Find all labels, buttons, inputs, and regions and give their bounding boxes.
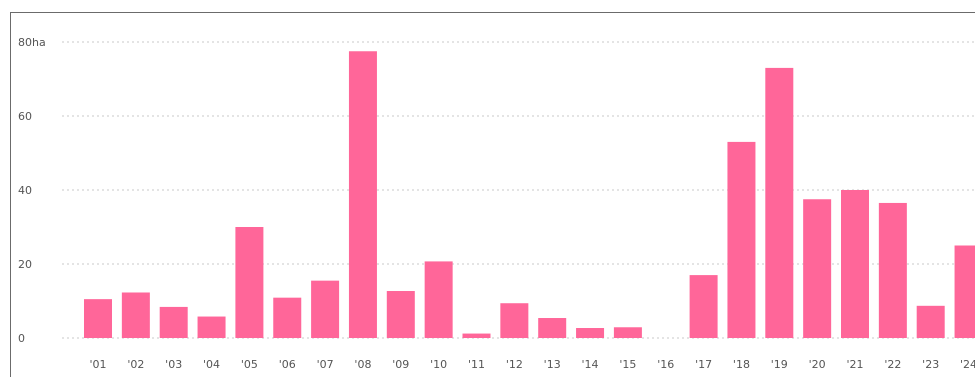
bar	[121, 292, 150, 338]
x-tick-label: '01	[89, 358, 106, 371]
bar	[878, 202, 907, 338]
bar	[500, 303, 529, 338]
bar	[576, 328, 605, 338]
bar	[273, 297, 302, 338]
bar	[916, 305, 945, 338]
x-tick-label: '02	[127, 358, 144, 371]
y-tick-label: 0	[18, 332, 25, 345]
bar	[348, 51, 377, 338]
x-tick-label: '13	[544, 358, 561, 371]
bar	[311, 280, 340, 338]
bar	[424, 261, 453, 338]
x-tick-label: '20	[809, 358, 826, 371]
y-tick-label: 20	[18, 258, 32, 271]
bar	[841, 190, 869, 338]
bar	[235, 227, 264, 338]
y-tick-label: 40	[18, 184, 32, 197]
bar	[159, 306, 188, 338]
x-tick-label: '06	[279, 358, 296, 371]
x-tick-label: '03	[165, 358, 182, 371]
bar	[84, 299, 112, 338]
x-tick-label: '22	[884, 358, 901, 371]
chart-frame	[10, 12, 975, 377]
x-tick-label: '21	[846, 358, 863, 371]
x-axis-ticks: '01 '02 '03 '04 '05 '06 '07 '08 '09 '10 '11 '12 '13 '…	[89, 358, 975, 371]
x-tick-label: '23	[922, 358, 939, 371]
x-tick-label: '10	[430, 358, 447, 371]
x-tick-label: '05	[241, 358, 258, 371]
bar	[613, 327, 642, 338]
x-tick-label: '08	[354, 358, 371, 371]
bar	[689, 275, 718, 338]
bar	[765, 67, 794, 339]
x-tick-label: '14	[582, 358, 599, 371]
x-tick-label: '11	[468, 358, 485, 371]
x-tick-label: '17	[695, 358, 712, 371]
x-tick-label: '24	[960, 358, 975, 371]
bar	[954, 245, 975, 338]
gridlines	[62, 41, 975, 339]
x-tick-label: '19	[771, 358, 788, 371]
bar	[727, 141, 756, 338]
x-tick-label: '18	[733, 358, 750, 371]
x-tick-label: '16	[657, 358, 674, 371]
y-tick-label: 80ha	[18, 36, 46, 49]
bar	[386, 291, 415, 338]
bar	[197, 316, 226, 338]
bar	[462, 333, 491, 338]
x-tick-label: '07	[317, 358, 334, 371]
bars	[84, 51, 975, 339]
y-tick-label: 60	[18, 110, 32, 123]
x-tick-label: '12	[506, 358, 523, 371]
x-tick-label: '09	[392, 358, 409, 371]
bar	[538, 318, 567, 338]
bar	[803, 199, 832, 338]
x-tick-label: '04	[203, 358, 220, 371]
x-tick-label: '15	[619, 358, 636, 371]
y-axis-ticks: 0 20 40 60 80ha	[18, 36, 46, 345]
